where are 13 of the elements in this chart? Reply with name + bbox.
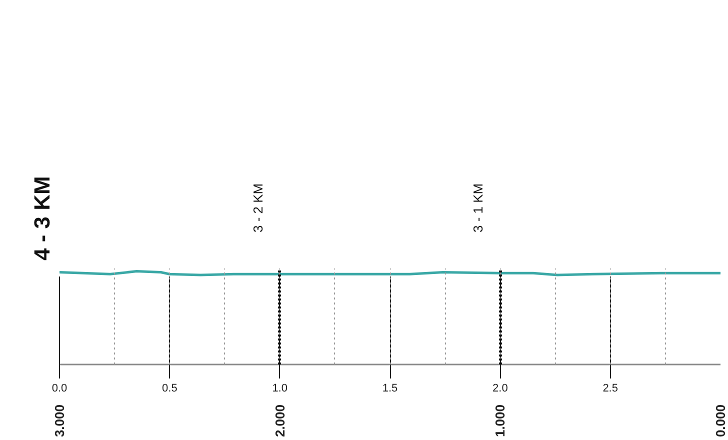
x-tick-label: 2.0 [492, 382, 508, 394]
x-tick-label: 0.5 [162, 382, 178, 394]
x2-tick-label: 3.000 [52, 404, 67, 438]
x2-tick-label: 2.000 [272, 404, 288, 438]
x-tick-label: 1.0 [272, 382, 288, 394]
text: 3 - 2 KM [250, 183, 266, 232]
text: 3 - 1 KM [470, 183, 486, 232]
chart-title: 4 - 3 KM [30, 176, 54, 260]
x2-tick-label: 0.000 [713, 404, 728, 438]
x-tick-label: 1.5 [382, 382, 398, 394]
x2-tick-label: 1.000 [492, 404, 508, 438]
x-tick-label: 2.5 [602, 382, 618, 394]
x-tick-label: 0.0 [52, 382, 68, 394]
